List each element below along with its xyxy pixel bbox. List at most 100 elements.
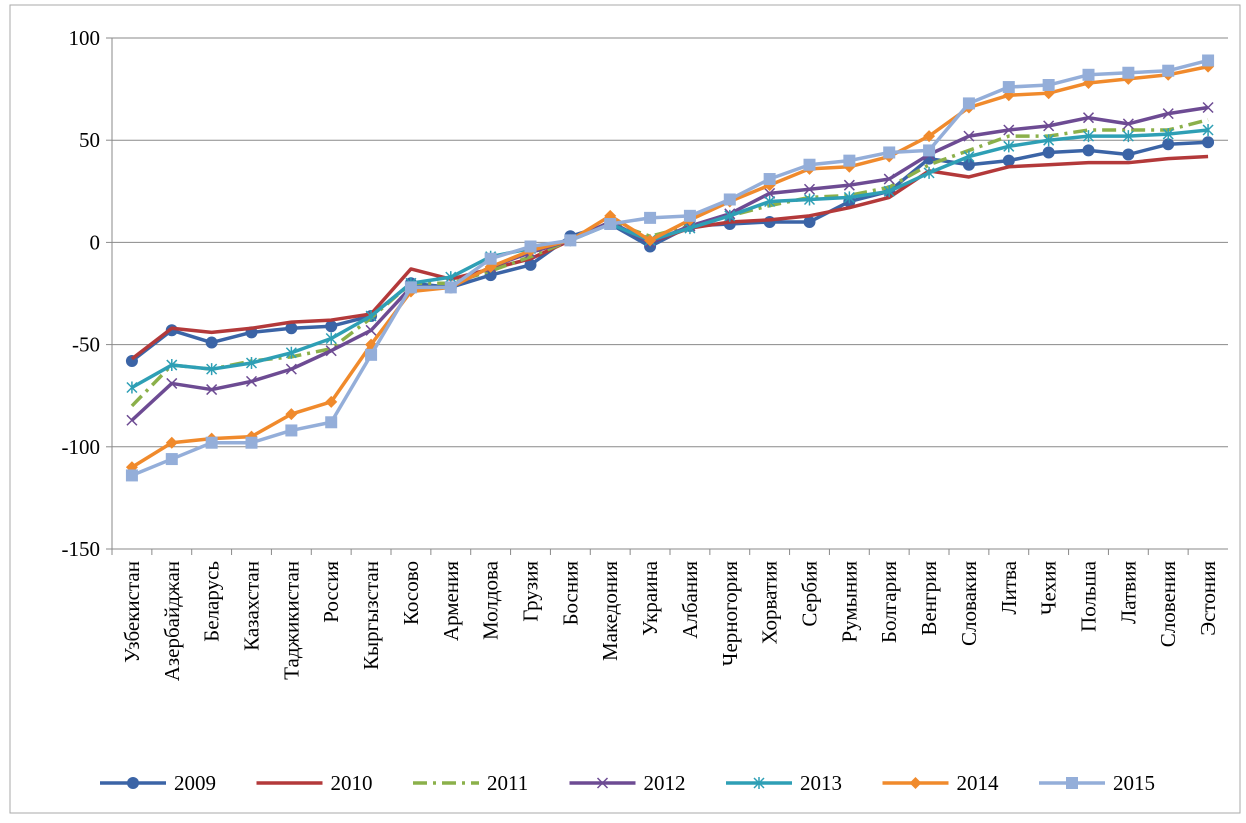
point bbox=[285, 322, 298, 335]
point bbox=[723, 193, 736, 206]
point bbox=[125, 469, 138, 482]
x-tick-label: Албания bbox=[678, 561, 702, 639]
x-tick-label: Румыния bbox=[837, 561, 861, 643]
point bbox=[285, 346, 297, 359]
point bbox=[1082, 112, 1095, 124]
point bbox=[963, 130, 975, 142]
point bbox=[1202, 123, 1214, 136]
point bbox=[445, 271, 457, 284]
point bbox=[365, 309, 377, 322]
point bbox=[1042, 79, 1055, 92]
point bbox=[843, 191, 855, 204]
point bbox=[1003, 124, 1015, 136]
x-tick-label: Словения bbox=[1156, 561, 1180, 648]
point bbox=[1202, 101, 1214, 114]
point bbox=[126, 381, 138, 394]
series bbox=[126, 123, 1214, 394]
point bbox=[909, 777, 922, 789]
point bbox=[285, 363, 297, 375]
point bbox=[484, 269, 497, 282]
point bbox=[962, 97, 975, 110]
point bbox=[1042, 146, 1055, 159]
point bbox=[843, 154, 856, 167]
point bbox=[325, 320, 338, 333]
y-tick-label: -100 bbox=[62, 435, 101, 459]
point bbox=[1066, 777, 1078, 789]
x-tick-label: Польша bbox=[1077, 560, 1101, 632]
point bbox=[1202, 136, 1215, 149]
x-tick-label: Литва bbox=[997, 560, 1021, 614]
point bbox=[524, 258, 537, 271]
legend-label: 2012 bbox=[644, 771, 686, 795]
y-tick-label: 0 bbox=[90, 230, 101, 254]
point bbox=[1162, 138, 1175, 151]
series-line bbox=[131, 64, 1209, 469]
point bbox=[803, 183, 816, 195]
y-tick-label: -50 bbox=[72, 333, 100, 357]
point bbox=[325, 345, 337, 357]
point bbox=[883, 173, 895, 185]
chart-frame bbox=[9, 4, 1241, 814]
x-tick-label: Узбекистан bbox=[120, 561, 144, 663]
x-tick-label: Венгрия bbox=[917, 561, 941, 636]
point bbox=[1122, 130, 1134, 143]
series bbox=[130, 118, 1209, 408]
point bbox=[963, 150, 975, 163]
point bbox=[1162, 108, 1174, 120]
point bbox=[803, 215, 816, 228]
x-tick-label: Грузия bbox=[519, 561, 543, 622]
point bbox=[1122, 66, 1135, 79]
point bbox=[127, 777, 139, 789]
point bbox=[763, 173, 776, 186]
point bbox=[644, 211, 657, 224]
point bbox=[724, 209, 736, 222]
point bbox=[325, 416, 338, 429]
point bbox=[245, 375, 258, 387]
point bbox=[1082, 68, 1095, 81]
point bbox=[923, 144, 936, 157]
point bbox=[1002, 81, 1015, 94]
x-tick-label: Азербайджан bbox=[160, 561, 184, 681]
point bbox=[484, 252, 497, 265]
series-line bbox=[131, 128, 1209, 390]
point bbox=[1162, 64, 1175, 77]
x-tick-label: Казахстан bbox=[240, 561, 264, 651]
y-tick-label: -150 bbox=[62, 537, 101, 561]
point bbox=[1082, 144, 1095, 157]
point bbox=[923, 166, 935, 179]
x-tick-label: Сербия bbox=[798, 561, 822, 627]
point bbox=[325, 332, 337, 345]
point bbox=[883, 185, 895, 198]
point bbox=[165, 453, 178, 466]
point bbox=[923, 130, 936, 143]
point bbox=[166, 377, 178, 389]
point bbox=[803, 193, 816, 206]
x-tick-label: Таджикистан bbox=[279, 561, 303, 680]
x-tick-label: Кыргызстан bbox=[359, 561, 383, 670]
point bbox=[764, 187, 776, 199]
x-tick-label: Словакия bbox=[957, 561, 981, 646]
x-tick-label: Босния bbox=[558, 561, 582, 626]
point bbox=[206, 363, 218, 376]
x-tick-label: Беларусь bbox=[200, 561, 224, 642]
x-tick-label: Молдова bbox=[479, 560, 503, 640]
point bbox=[753, 777, 765, 789]
x-tick-label: Украина bbox=[638, 560, 662, 636]
legend-label: 2011 bbox=[487, 771, 528, 795]
point bbox=[206, 384, 218, 396]
point bbox=[1082, 130, 1095, 143]
point bbox=[365, 348, 378, 361]
point bbox=[1122, 118, 1134, 130]
legend-label: 2014 bbox=[957, 771, 1000, 795]
point bbox=[126, 414, 138, 426]
point bbox=[325, 395, 338, 408]
point bbox=[604, 218, 617, 231]
legend-label: 2015 bbox=[1113, 771, 1155, 795]
point bbox=[245, 356, 258, 369]
point bbox=[644, 234, 657, 247]
point bbox=[764, 195, 776, 208]
y-tick-label: 50 bbox=[79, 128, 100, 152]
legend-label: 2009 bbox=[174, 771, 216, 795]
y-tick-label: 100 bbox=[69, 26, 101, 50]
